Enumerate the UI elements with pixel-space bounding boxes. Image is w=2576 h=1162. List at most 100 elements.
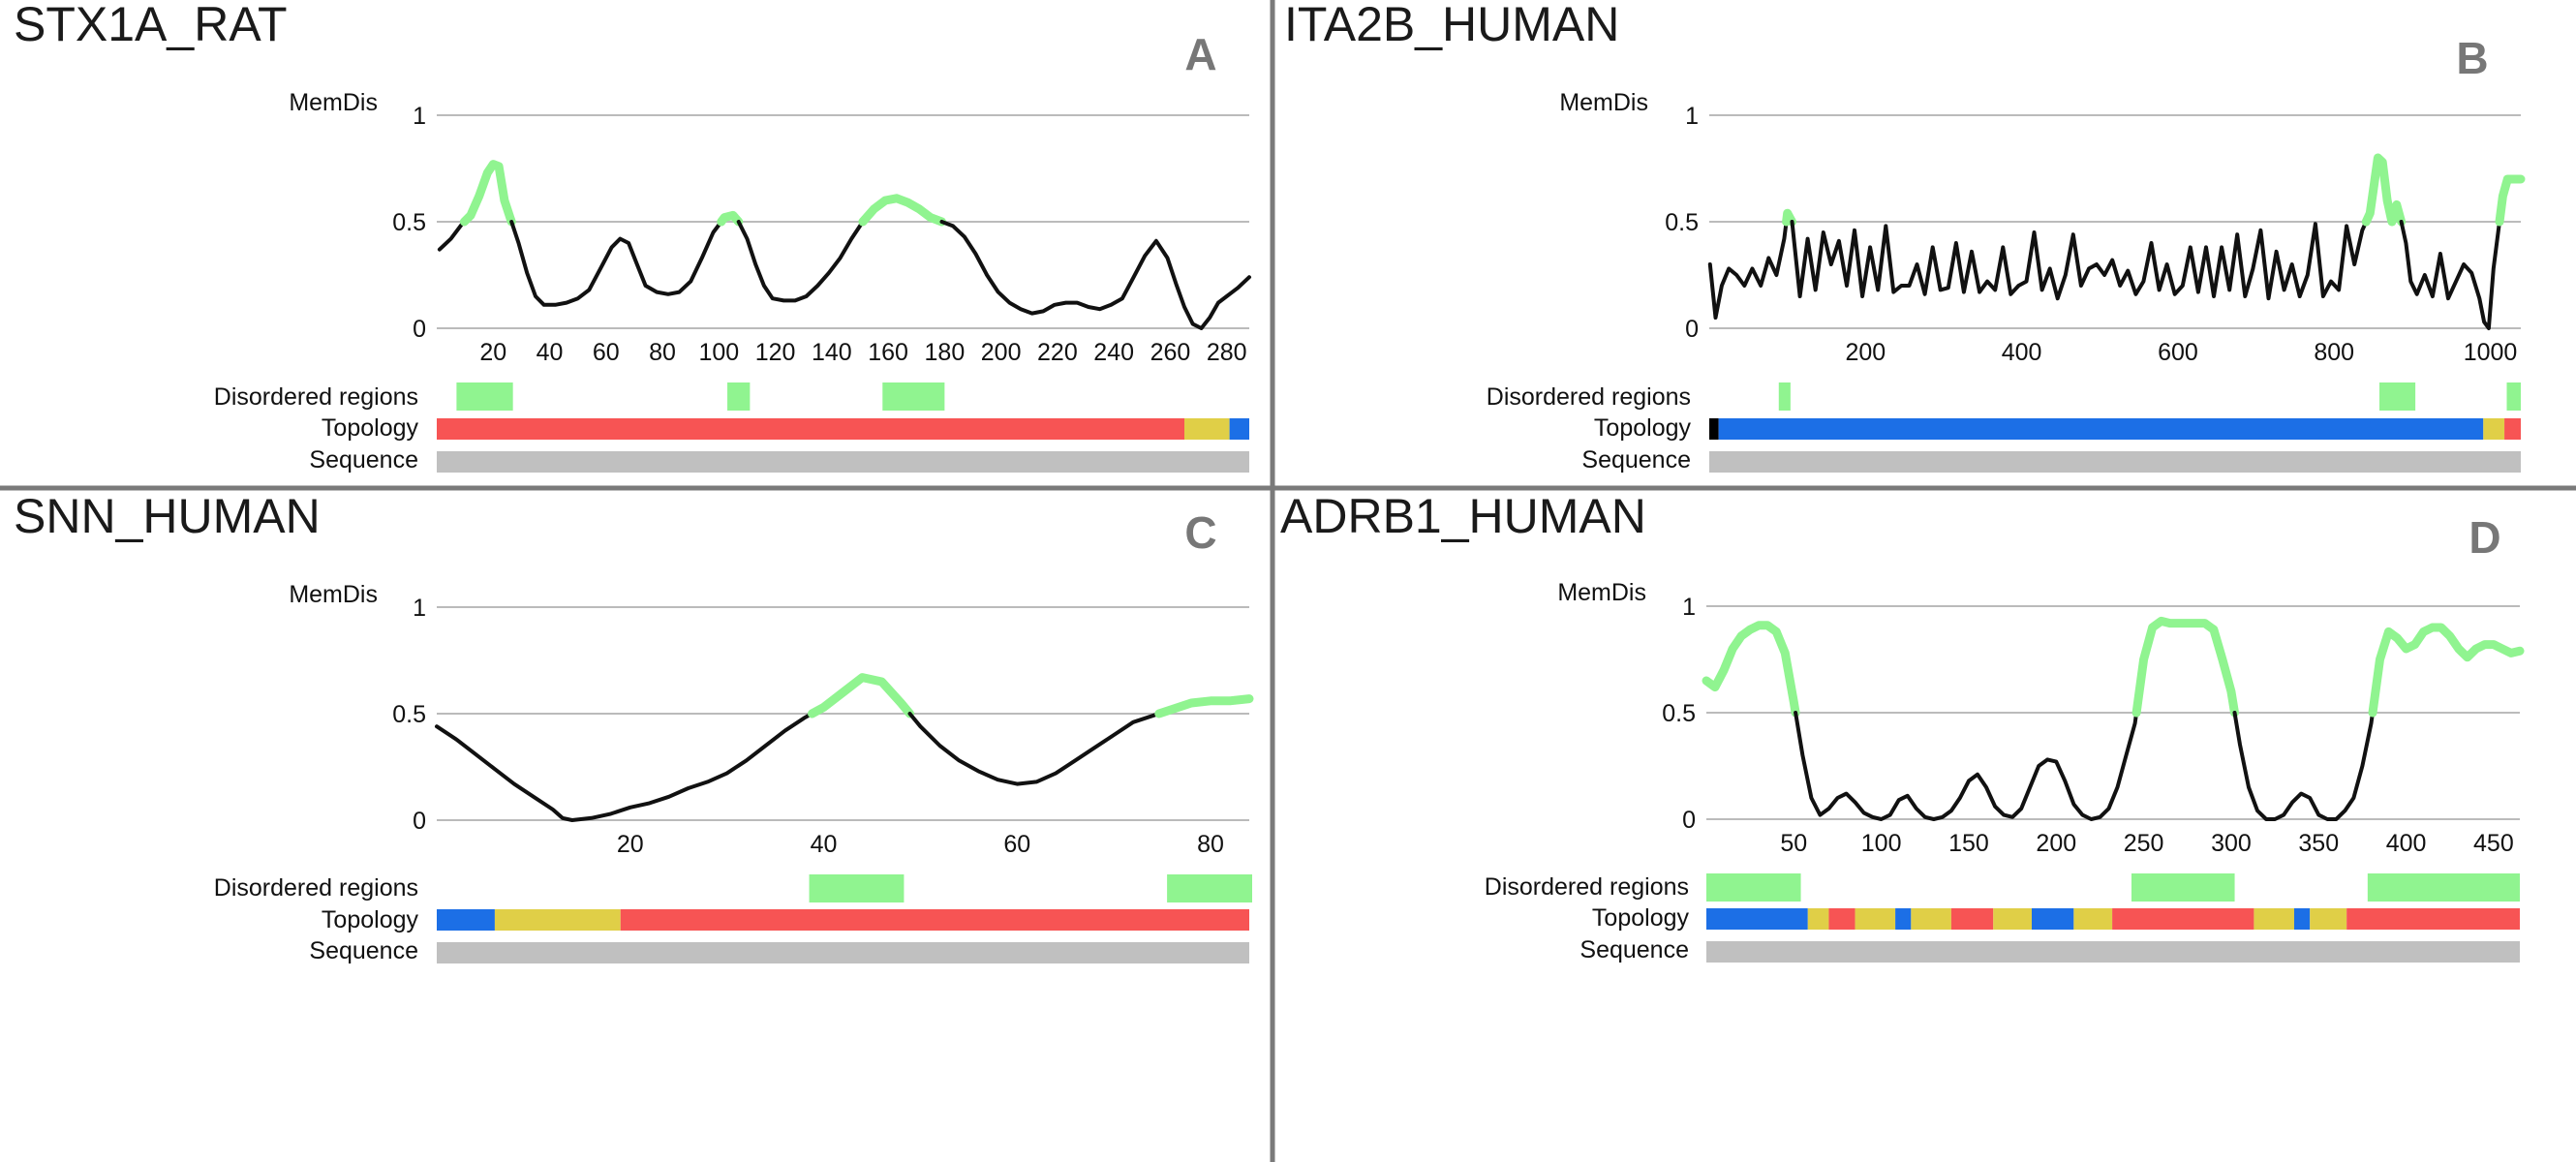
panel-a-disordered-label: Disordered regions xyxy=(214,383,418,411)
panel-b-topology-label: Topology xyxy=(1594,414,1692,442)
panel-d-protein-name: ADRB1_HUMAN xyxy=(1280,489,1646,543)
panel-c-plot: 0 0.5 1 20 40 60 80 xyxy=(392,595,1254,963)
panel-c-sequence-bar xyxy=(437,942,1249,963)
panel-d-xtick-label: 350 xyxy=(2298,830,2339,857)
panel-d-xtick-label: 150 xyxy=(1948,830,1989,857)
panel-a-xtick-label: 180 xyxy=(925,339,966,366)
panel-c-curve-disordered-segment xyxy=(808,673,914,719)
panel-b-topology-segment xyxy=(2483,418,2505,440)
panel-a-topology-segment xyxy=(1183,418,1230,440)
panel-c-xtick-label: 80 xyxy=(1197,831,1224,858)
panel-d-curve-disordered-segment xyxy=(2131,616,2239,718)
panel-b-topology-segment xyxy=(1709,418,1719,440)
panel-a-xtick-label: 60 xyxy=(593,339,620,366)
panel-c-disordered-region-bar xyxy=(1167,874,1252,902)
panel-d-sequence-bar xyxy=(1706,941,2520,963)
panel-d-xtick-label: 300 xyxy=(2211,830,2252,857)
panel-c-sequence-label: Sequence xyxy=(309,937,418,964)
panel-d-xtick-label: 100 xyxy=(1861,830,1902,857)
panel-d-letter: D xyxy=(2469,512,2500,563)
panel-b: ITA2B_HUMAN B MemDis Disordered regions … xyxy=(1284,0,2526,474)
panel-a-topology-segment xyxy=(1229,418,1249,440)
panel-c-topology-segment xyxy=(494,909,621,931)
panel-c-xtick-label: 20 xyxy=(617,831,644,858)
panel-a-topology-segment xyxy=(437,418,1184,440)
panel-d-topology-segment xyxy=(2254,908,2294,930)
panel-b-xtick-label: 800 xyxy=(2314,339,2354,366)
panel-d-xtick-label: 250 xyxy=(2124,830,2164,857)
panel-a-ytick-label: 0.5 xyxy=(392,209,426,236)
panel-d-topology-segment xyxy=(1807,908,1829,930)
panel-c-letter: C xyxy=(1184,507,1216,558)
panel-a-xtick-label: 100 xyxy=(698,339,739,366)
panel-a-xtick-label: 40 xyxy=(537,339,564,366)
panel-b-topology-segment xyxy=(2504,418,2521,440)
panel-a-disordered-region-bar xyxy=(727,382,751,411)
panel-a-ytick-label: 1 xyxy=(413,103,426,130)
panel-d-xtick-label: 50 xyxy=(1780,830,1807,857)
panel-d-topology-segment xyxy=(1950,908,1994,930)
panel-b-xtick-label: 1000 xyxy=(2464,339,2518,366)
panel-d-y-axis-label: MemDis xyxy=(1557,579,1646,606)
panel-b-xtick-label: 600 xyxy=(2158,339,2198,366)
panel-c-topology-segment xyxy=(620,909,1249,931)
panel-b-xtick-label: 200 xyxy=(1845,339,1886,366)
panel-b-protein-name: ITA2B_HUMAN xyxy=(1284,0,1619,51)
panel-d-topology-segment xyxy=(1706,908,1808,930)
panel-b-xtick-label: 400 xyxy=(2002,339,2042,366)
panel-a-xtick-label: 280 xyxy=(1207,339,1247,366)
panel-b-disordered-region-bar xyxy=(2506,382,2521,411)
panel-a-xtick-label: 140 xyxy=(812,339,852,366)
panel-b-topology-segment xyxy=(1718,418,2484,440)
panel-b-letter: B xyxy=(2456,33,2488,83)
panel-b-curve-segment xyxy=(2399,220,2501,330)
panel-a-xtick-label: 240 xyxy=(1093,339,1134,366)
panel-c-y-axis-label: MemDis xyxy=(289,581,378,608)
panel-a-y-axis-label: MemDis xyxy=(289,89,378,116)
panel-d-ytick-label: 0.5 xyxy=(1662,700,1696,727)
panel-a-xtick-label: 80 xyxy=(649,339,676,366)
panel-d-disordered-region-bar xyxy=(2131,873,2235,902)
panel-c-ytick-label: 0 xyxy=(413,808,426,835)
panel-b-disordered-region-bar xyxy=(1778,382,1791,411)
panel-c-ytick-label: 1 xyxy=(413,595,426,622)
panel-d-topology-segment xyxy=(2346,908,2520,930)
panel-c-curve-disordered-segment xyxy=(1154,694,1254,719)
panel-d-topology-segment xyxy=(1895,908,1912,930)
panel-a-curve-disordered-segment xyxy=(858,194,946,227)
panel-d-xtick-label: 400 xyxy=(2386,830,2427,857)
panel-a-xtick-label: 20 xyxy=(479,339,506,366)
panel-a-protein-name: STX1A_RAT xyxy=(14,0,288,51)
panel-d-topology-segment xyxy=(1855,908,1896,930)
panel-b-ytick-label: 0.5 xyxy=(1665,209,1699,236)
panel-d-topology-segment xyxy=(1993,908,2032,930)
panel-a-xtick-label: 160 xyxy=(868,339,908,366)
panel-d-topology-segment xyxy=(2112,908,2254,930)
panel-c-protein-name: SNN_HUMAN xyxy=(14,489,321,543)
panel-d-curve-disordered-segment xyxy=(1702,621,1800,718)
panel-d-topology-segment xyxy=(2293,908,2311,930)
panel-a-disordered-region-bar xyxy=(456,382,513,411)
panel-d-ytick-label: 0 xyxy=(1682,807,1696,834)
panel-d-topology-segment xyxy=(2032,908,2074,930)
panel-d: ADRB1_HUMAN D MemDis Disordered regions … xyxy=(1280,489,2525,963)
panel-a-letter: A xyxy=(1184,29,1216,79)
panel-a-xtick-label: 220 xyxy=(1037,339,1078,366)
panel-d-disordered-label: Disordered regions xyxy=(1485,873,1689,901)
panel-d-topology-segment xyxy=(1911,908,1951,930)
panel-a-sequence-bar xyxy=(437,451,1249,473)
panel-d-sequence-label: Sequence xyxy=(1579,936,1689,963)
panel-c: SNN_HUMAN C MemDis Disordered regions To… xyxy=(14,489,1254,964)
panel-c-disordered-label: Disordered regions xyxy=(214,874,418,902)
panel-a: STX1A_RAT A MemDis Disordered regions To… xyxy=(14,0,1251,474)
panel-c-ytick-label: 0.5 xyxy=(392,701,426,728)
panel-d-topology-segment xyxy=(2073,908,2113,930)
panel-b-y-axis-label: MemDis xyxy=(1559,89,1648,116)
panel-a-sequence-label: Sequence xyxy=(309,446,418,474)
panel-a-xtick-label: 260 xyxy=(1150,339,1191,366)
panel-d-topology-label: Topology xyxy=(1592,904,1690,932)
panel-b-curve-disordered-segment xyxy=(1782,208,1796,227)
